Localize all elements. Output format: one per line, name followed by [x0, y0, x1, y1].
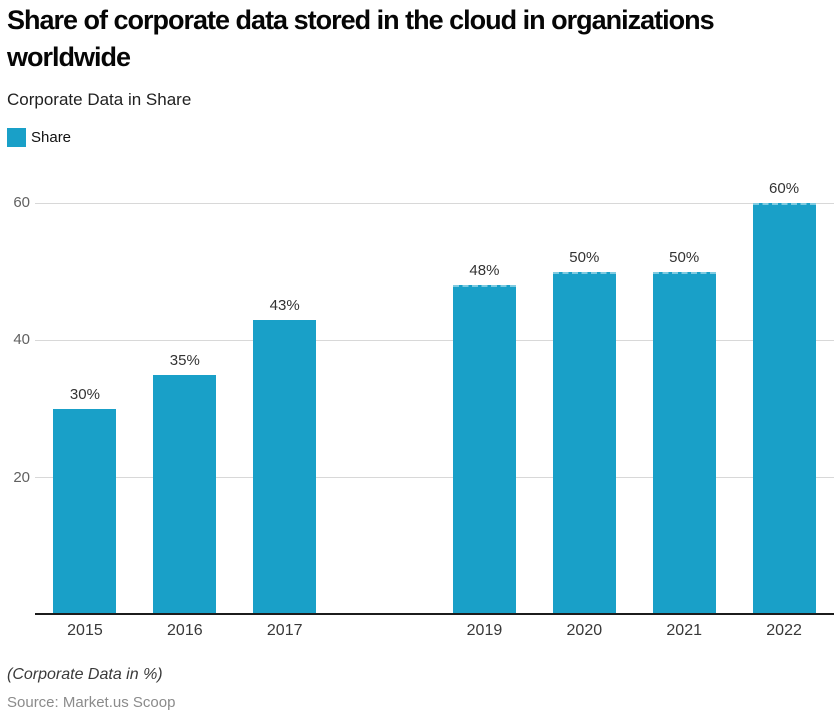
- bar-2017: [253, 319, 317, 615]
- gridline: [35, 339, 834, 341]
- x-axis-label-2019: 2019: [466, 622, 503, 639]
- legend-label: Share: [31, 129, 72, 146]
- gridline: [35, 477, 834, 479]
- bar-2022: [752, 203, 816, 615]
- legend: Share: [7, 128, 71, 147]
- chart-subtitle: Corporate Data in Share: [7, 90, 192, 109]
- bar-value-label: 48%: [469, 262, 500, 280]
- x-axis-label-2021: 2021: [666, 622, 702, 639]
- bar-2016: [153, 374, 217, 615]
- bar-value-label: 35%: [169, 351, 200, 369]
- bar-dashed-cap: [552, 271, 616, 274]
- chart-title: Share of corporate data stored in the cl…: [7, 5, 715, 72]
- bar-value-label: 50%: [669, 248, 700, 266]
- y-axis-tick-label: 40: [13, 331, 30, 349]
- legend-swatch-share: [7, 128, 26, 147]
- y-axis-tick-label: 60: [13, 194, 30, 211]
- x-axis-label-2015: 2015: [67, 622, 103, 639]
- x-axis-line: [35, 613, 834, 615]
- bar-dashed-cap: [752, 203, 816, 205]
- footer-source: Source: Market.us Scoop: [7, 694, 176, 711]
- bar-dashed-cap: [652, 271, 716, 274]
- footer-note: (Corporate Data in %): [7, 666, 163, 683]
- bar-2020: [552, 271, 616, 615]
- bar-value-label: 30%: [69, 386, 100, 403]
- bar-dashed-cap: [452, 285, 516, 288]
- bar-value-label: 60%: [769, 180, 800, 197]
- x-axis-label-2020: 2020: [566, 622, 603, 639]
- x-axis-label-2017: 2017: [266, 622, 303, 639]
- x-axis-label-2022: 2022: [766, 622, 802, 639]
- x-axis-label-2016: 2016: [167, 622, 203, 639]
- bar-2019: [452, 285, 516, 615]
- bar-value-label: 43%: [269, 296, 300, 314]
- y-axis-tick-label: 20: [13, 468, 30, 486]
- bar-2021: [652, 271, 716, 615]
- gridline: [35, 202, 834, 204]
- bar-value-label: 50%: [569, 248, 600, 266]
- bar-2015: [53, 409, 117, 615]
